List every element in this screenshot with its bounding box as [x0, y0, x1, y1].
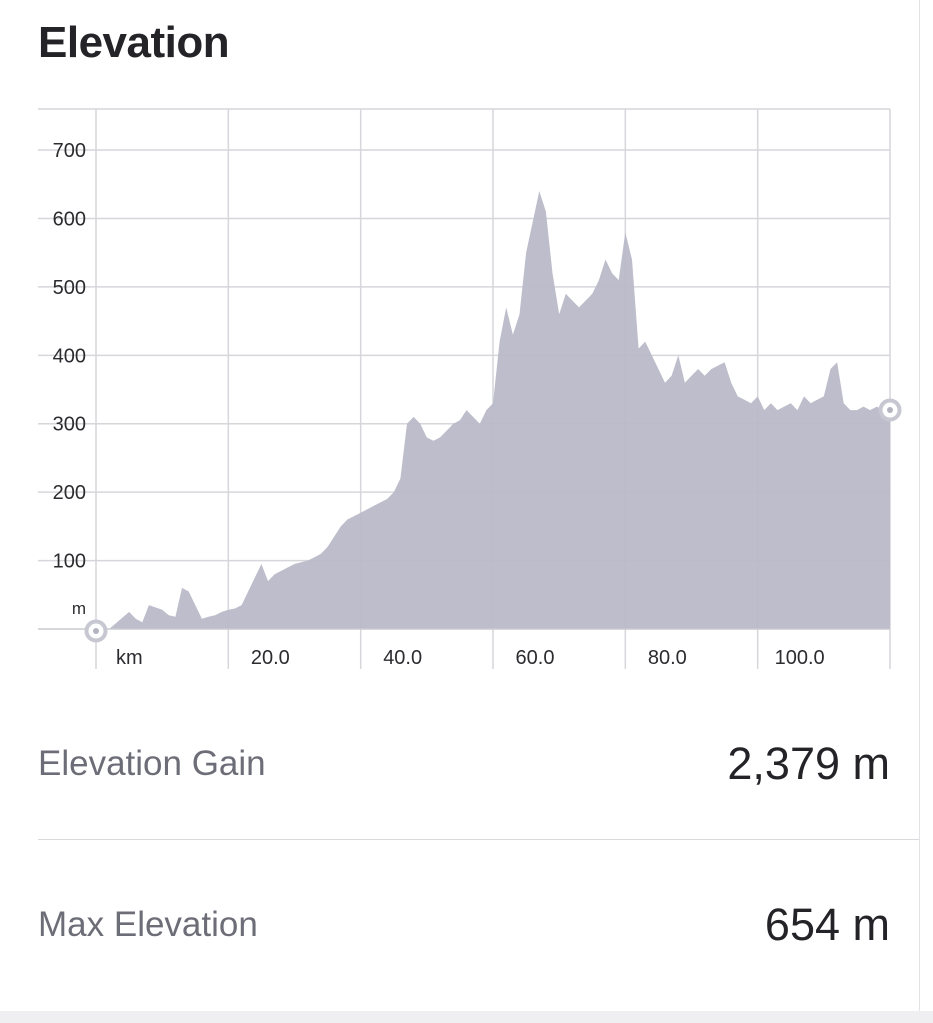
- chart-labels: 100 200 300 400 500 600 700 m km 20.0 40.0 60.0 80.0…: [53, 140, 825, 669]
- y-tick-label-400: 400: [53, 345, 86, 367]
- y-axis-unit-label: m: [72, 599, 86, 618]
- x-tick-label-60.0: 60.0: [516, 647, 555, 669]
- x-tick-label-100.0: 100.0: [775, 647, 825, 669]
- bottom-band: [0, 1011, 933, 1023]
- y-tick-label-700: 700: [53, 140, 86, 162]
- y-tick-label-300: 300: [53, 414, 86, 436]
- max-elevation-value: 654 m: [764, 899, 890, 950]
- elevation-gain-label: Elevation Gain: [38, 744, 266, 783]
- x-tick-label-40.0: 40.0: [383, 647, 422, 669]
- elevation-gain-row: Elevation Gain 2,379 m: [38, 732, 890, 792]
- end-marker-dot: [887, 407, 893, 414]
- y-tick-label-100: 100: [53, 551, 86, 573]
- elevation-chart[interactable]: 100 200 300 400 500 600 700 m km 20.0 40.0 60.0 80.0…: [0, 100, 933, 680]
- start-marker-dot: [93, 628, 99, 634]
- x-axis-unit-label: km: [116, 647, 143, 669]
- elevation-area: [96, 191, 890, 629]
- max-elevation-row: Max Elevation 654 m: [38, 893, 890, 953]
- x-tick-label-80.0: 80.0: [648, 647, 687, 669]
- panel-edge: [919, 0, 920, 1011]
- elevation-chart-svg: 100 200 300 400 500 600 700 m km 20.0 40.0 60.0 80.0…: [38, 108, 902, 669]
- y-tick-label-200: 200: [53, 482, 86, 504]
- chart-markers: [84, 398, 902, 643]
- section-title: Elevation: [38, 18, 230, 67]
- elevation-gain-value: 2,379 m: [727, 738, 890, 789]
- y-tick-label-500: 500: [53, 277, 86, 299]
- max-elevation-label: Max Elevation: [38, 905, 258, 944]
- y-tick-label-600: 600: [53, 208, 86, 230]
- stats-divider: [38, 839, 919, 840]
- x-tick-label-20.0: 20.0: [251, 647, 290, 669]
